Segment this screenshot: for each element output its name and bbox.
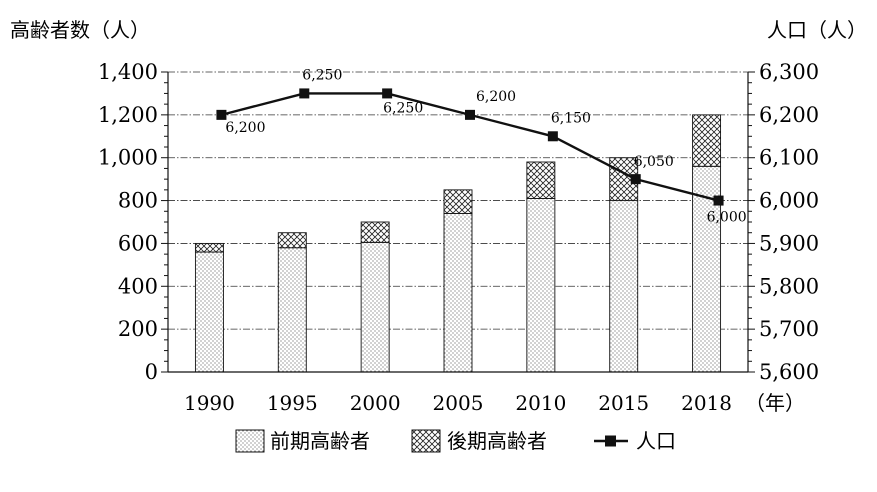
right-tick-label: 6,200 (759, 103, 819, 127)
x-tick-label: 2005 (433, 391, 484, 415)
left-tick-label: 1,000 (98, 146, 158, 170)
left-axis-title: 高齢者数（人） (10, 18, 150, 42)
right-tick-label: 6,000 (759, 189, 819, 213)
legend-marker-population (605, 435, 616, 447)
population-marker (630, 174, 641, 185)
population-marker (547, 131, 558, 142)
population-data-label: 6,150 (551, 110, 591, 126)
legend-label-early: 前期高齢者 (270, 429, 370, 453)
population-data-label: 6,050 (634, 154, 674, 170)
left-tick-label: 1,400 (98, 60, 158, 84)
left-tick-label: 1,200 (98, 103, 158, 127)
bar-early-elderly (609, 200, 639, 373)
legend-swatch-early (235, 429, 265, 453)
bar-late-elderly (443, 189, 473, 214)
population-marker (713, 195, 724, 206)
population-data-label: 6,200 (225, 120, 265, 136)
right-tick-label: 5,800 (759, 274, 819, 298)
bar-late-elderly (277, 232, 307, 249)
population-marker (465, 109, 475, 120)
population-data-label: 6,200 (476, 89, 516, 105)
legend-swatch-late (411, 429, 441, 453)
bar-early-elderly (526, 197, 556, 373)
bar-late-elderly (692, 114, 722, 167)
right-tick-label: 5,700 (759, 317, 819, 341)
legend: 前期高齢者 後期高齢者 人口 (235, 429, 676, 453)
right-tick-label: 5,900 (759, 231, 819, 255)
left-tick-label: 600 (118, 231, 158, 255)
left-tick-label: 0 (145, 360, 158, 384)
right-tick-label: 6,300 (759, 60, 819, 84)
legend-label-population: 人口 (636, 429, 676, 453)
legend-label-late: 後期高齢者 (447, 429, 547, 453)
x-tick-label: 2000 (350, 391, 401, 415)
x-tick-label: 2010 (515, 391, 566, 415)
bar-early-elderly (194, 251, 224, 373)
population-line (216, 88, 724, 206)
population-marker (216, 109, 227, 120)
population-marker (382, 88, 393, 99)
bar-early-elderly (277, 247, 307, 373)
x-tick-label: 1990 (184, 391, 235, 415)
bar-early-elderly (443, 212, 473, 373)
x-axis-unit: （年） (745, 391, 805, 415)
axis-labels: 0 200 400 600 800 1,000 1,200 1,400 5,600 5,700 5,… (98, 60, 819, 415)
population-data-label: 6,250 (383, 100, 423, 116)
population-data-label: 6,000 (707, 210, 747, 226)
bar-late-elderly (360, 221, 390, 243)
x-tick-label: 2015 (598, 391, 649, 415)
x-tick-label: 1995 (267, 391, 318, 415)
left-tick-label: 800 (118, 189, 158, 213)
bar-early-elderly (360, 241, 390, 373)
x-tick-label: 2018 (681, 391, 732, 415)
right-tick-label: 5,600 (759, 360, 819, 384)
bar-late-elderly (526, 161, 556, 199)
axes (161, 71, 755, 373)
population-polyline (221, 92, 719, 202)
bar-late-elderly (194, 242, 224, 253)
right-tick-label: 6,100 (759, 146, 819, 170)
population-marker (299, 88, 310, 99)
left-tick-label: 400 (118, 274, 158, 298)
bars (194, 114, 722, 373)
right-axis-title: 人口（人） (767, 18, 867, 42)
left-tick-label: 200 (118, 317, 158, 341)
population-data-label: 6,250 (302, 67, 342, 83)
